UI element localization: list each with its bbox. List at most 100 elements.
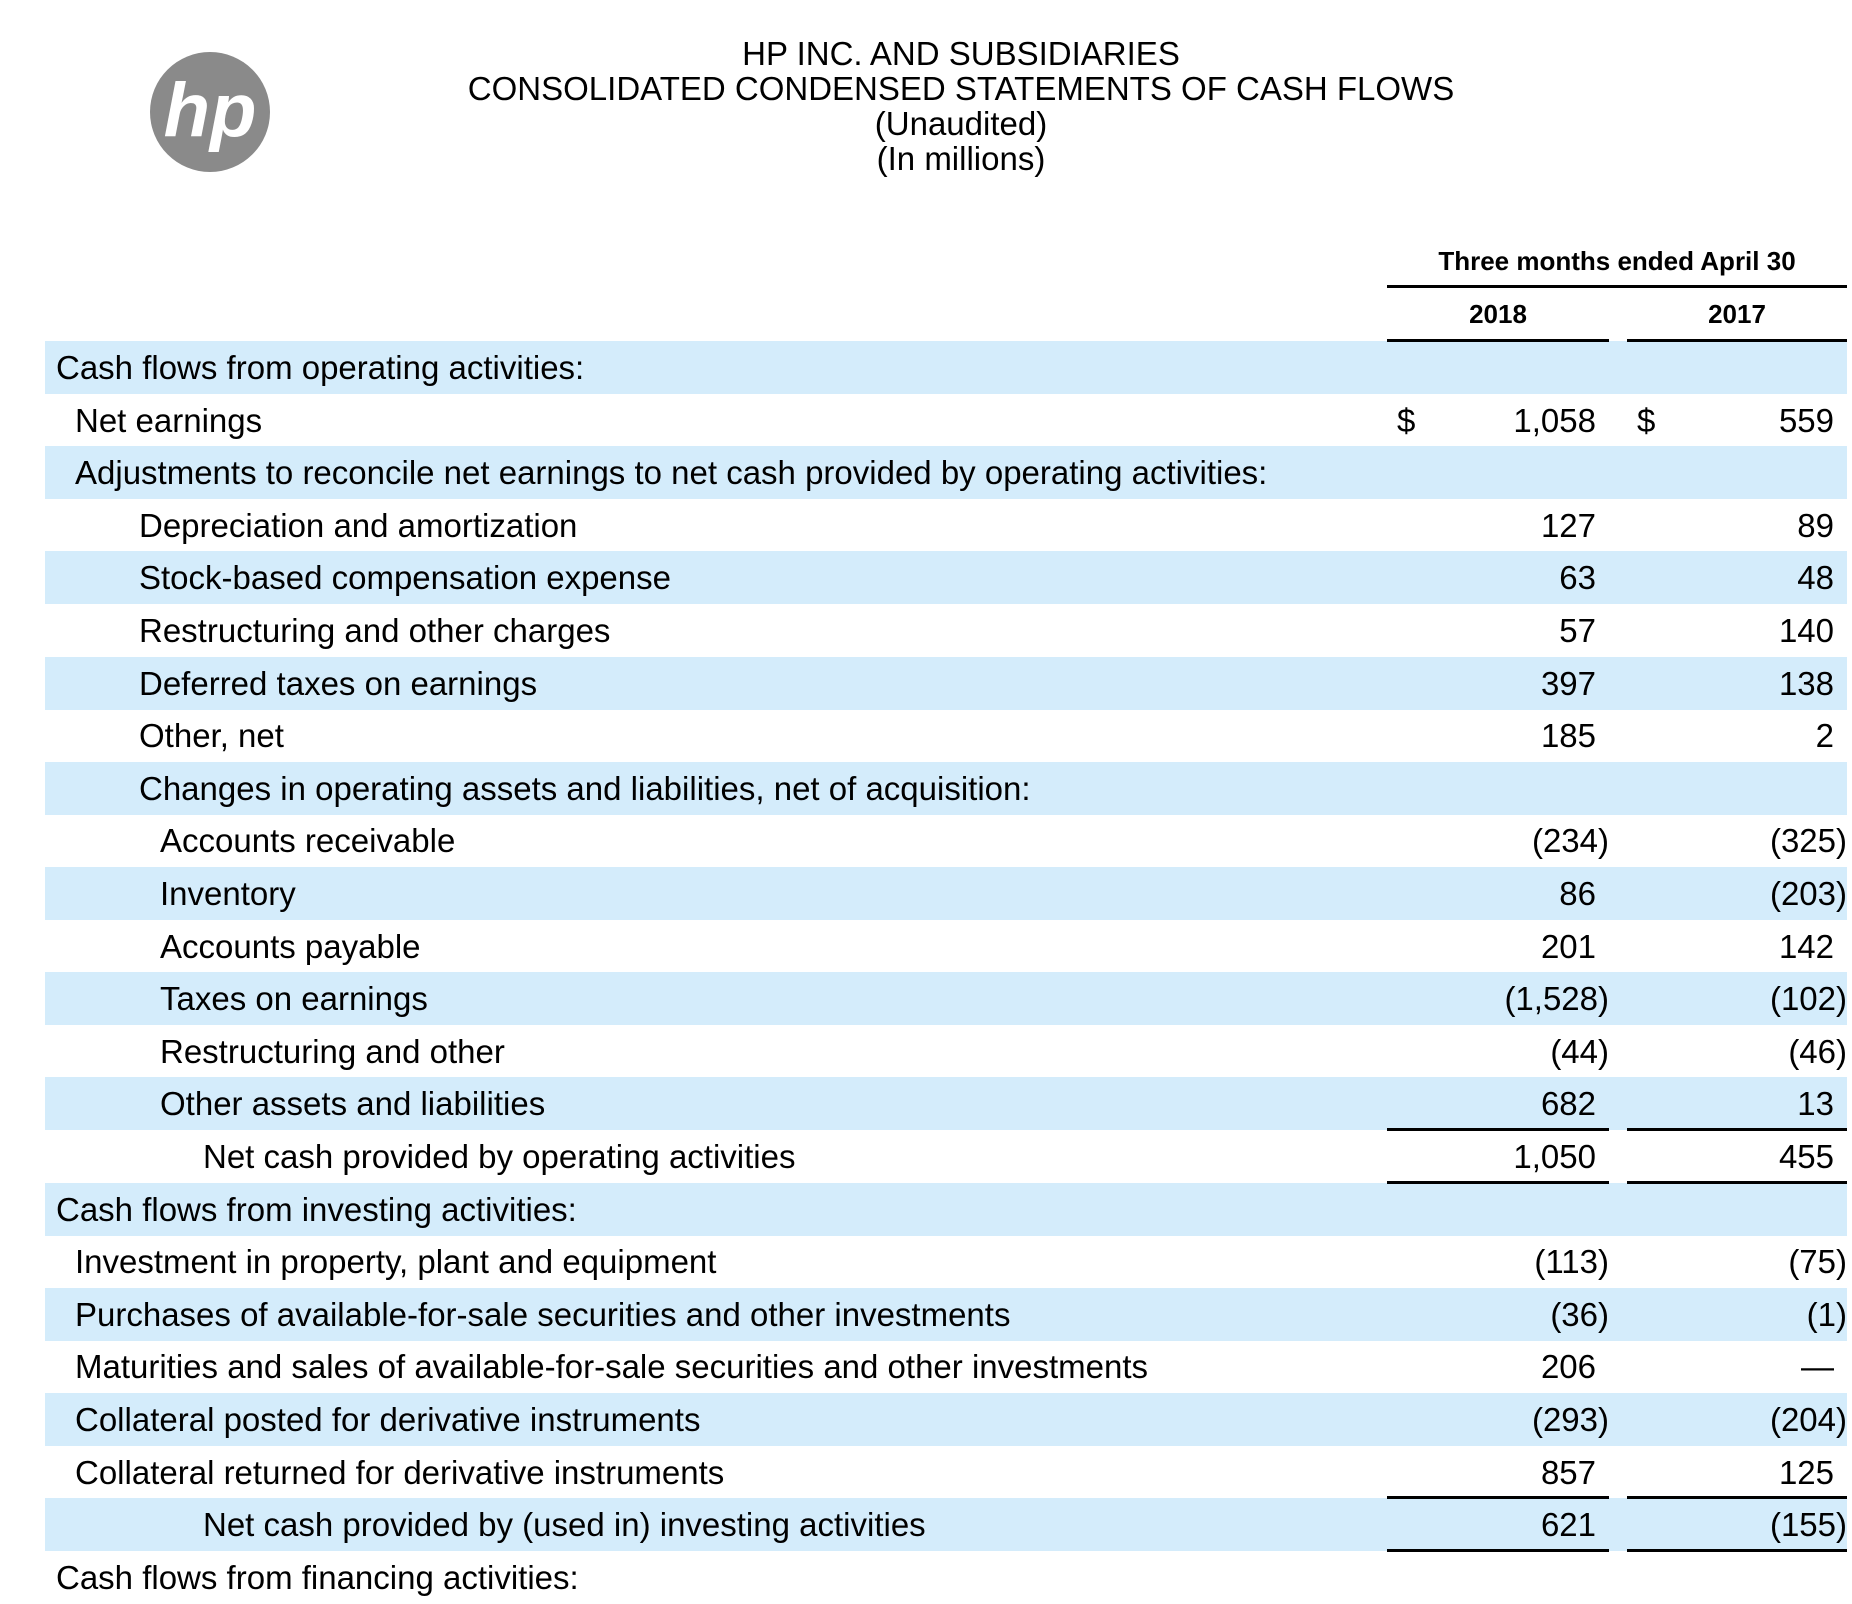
value: (46) — [1788, 1032, 1847, 1070]
table-row: Purchases of available-for-sale securiti… — [45, 1287, 1847, 1341]
rule — [1627, 1548, 1847, 1552]
currency: $ — [1637, 401, 1656, 439]
value: 127 — [1540, 506, 1596, 544]
table-row: Restructuring and other charges 57 140 — [45, 604, 1847, 657]
value: 48 — [1797, 559, 1834, 597]
rule — [1387, 1496, 1609, 1500]
value: — — [1801, 1348, 1834, 1386]
rule — [1387, 1180, 1609, 1184]
table-row: Net earnings 1,058 $559 $ — [45, 394, 1847, 447]
value: (234) — [1531, 822, 1609, 860]
value: 138 — [1778, 664, 1834, 702]
row-label: Collateral posted for derivative instrum… — [75, 1401, 701, 1438]
value: (325) — [1769, 822, 1847, 860]
table-row: Adjustments to reconcile net earnings to… — [45, 446, 1847, 500]
table-row: Collateral returned for derivative instr… — [45, 1446, 1847, 1499]
row-label: Depreciation and amortization — [139, 506, 578, 544]
value: (113) — [1534, 1243, 1609, 1281]
value: 63 — [1559, 559, 1596, 597]
row-label: Net cash provided by operating activitie… — [203, 1138, 796, 1175]
table-row: Net cash provided by (used in) investing… — [45, 1498, 1847, 1552]
value: (293) — [1531, 1401, 1609, 1438]
value: (1,528) — [1504, 980, 1609, 1018]
value: 682 — [1540, 1085, 1596, 1123]
table-row: Cash flows from investing activities: — [45, 1182, 1847, 1236]
table-row: Cash flows from financing activities: — [45, 1551, 1847, 1604]
table-row: Stock-based compensation expense 63 48 — [45, 551, 1847, 605]
rule — [1627, 1496, 1847, 1500]
subtitle: CONSOLIDATED CONDENSED STATEMENTS OF CAS… — [467, 70, 1455, 107]
table-row: Accounts payable 201 142 — [45, 920, 1847, 973]
value: 86 — [1559, 875, 1596, 912]
row-label: Restructuring and other — [160, 1032, 505, 1070]
table-row: Other, net 185 2 — [45, 709, 1847, 762]
table-row: Accounts receivable (234) (325) — [45, 814, 1847, 867]
table-row: Deferred taxes on earnings 397 138 — [45, 656, 1847, 710]
table-row: Net cash provided by operating activitie… — [45, 1130, 1847, 1183]
value: (36) — [1550, 1295, 1609, 1333]
row-label: Accounts payable — [160, 927, 421, 965]
row-label: Changes in operating assets and liabilit… — [139, 769, 1031, 807]
column-header: 2018 — [1469, 299, 1527, 329]
table-row: Maturities and sales of available-for-sa… — [45, 1340, 1847, 1393]
table-row: Changes in operating assets and liabilit… — [45, 761, 1847, 815]
row-label: Cash flows from investing activities: — [56, 1190, 577, 1228]
value: 1,058 — [1513, 401, 1596, 439]
value: (44) — [1550, 1032, 1609, 1070]
value: (155) — [1769, 1506, 1847, 1544]
column-header: 2017 — [1708, 299, 1766, 329]
rule — [1387, 1128, 1609, 1131]
row-label: Accounts receivable — [160, 822, 456, 860]
row-label: Other assets and liabilities — [160, 1085, 546, 1123]
table-row: Other assets and liabilities 682 13 — [45, 1077, 1847, 1131]
row-label: Purchases of available-for-sale securiti… — [75, 1295, 1011, 1333]
value: (1) — [1806, 1295, 1847, 1333]
value: 621 — [1540, 1506, 1596, 1544]
table-row: Inventory 86 (203) — [45, 867, 1847, 920]
value: 206 — [1540, 1348, 1596, 1386]
table-row: Depreciation and amortization 127 89 — [45, 499, 1847, 552]
value: 397 — [1540, 664, 1596, 702]
rule — [1387, 285, 1847, 288]
value: (102) — [1769, 980, 1847, 1018]
row-label: Cash flows from operating activities: — [56, 349, 585, 386]
value: 559 — [1778, 401, 1834, 439]
logo: hp — [150, 52, 270, 172]
value: 57 — [1559, 612, 1596, 649]
table-row: Investment in property, plant and equipm… — [45, 1235, 1847, 1288]
value: 125 — [1778, 1453, 1834, 1491]
row-label: Taxes on earnings — [160, 980, 428, 1018]
row-label: Cash flows from financing activities: — [56, 1558, 579, 1596]
value: 201 — [1540, 927, 1596, 965]
row-label: Inventory — [160, 875, 296, 912]
note: (Unaudited) — [874, 105, 1048, 142]
value: 140 — [1778, 612, 1834, 649]
rule — [1387, 339, 1609, 342]
title: HP INC. AND SUBSIDIARIES — [742, 35, 1180, 72]
row-label: Restructuring and other charges — [139, 612, 611, 649]
rule — [1627, 339, 1847, 342]
row-label: Adjustments to reconcile net earnings to… — [75, 454, 1268, 492]
page: hp HP INC. AND SUBSIDIARIES CONSOLIDATED… — [45, 35, 1847, 1596]
value: (203) — [1769, 875, 1847, 912]
value: 2 — [1815, 717, 1834, 755]
row-label: Collateral returned for derivative instr… — [75, 1453, 725, 1491]
row-label: Investment in property, plant and equipm… — [75, 1243, 717, 1281]
period-header: Three months ended April 30 — [1438, 246, 1796, 276]
row-label: Other, net — [139, 717, 284, 755]
logo-circle — [150, 52, 270, 172]
value: 455 — [1778, 1138, 1834, 1175]
value: (204) — [1769, 1401, 1847, 1438]
row-label: Net earnings — [75, 401, 263, 439]
value: 13 — [1797, 1085, 1834, 1123]
currency: $ — [1397, 401, 1416, 439]
table-row: Restructuring and other (44) (46) — [45, 1025, 1847, 1078]
rule — [1627, 1128, 1847, 1131]
rule — [1387, 1548, 1609, 1552]
logo-text: hp — [164, 68, 257, 153]
table-row: Taxes on earnings (1,528) (102) — [45, 972, 1847, 1026]
table-row: Collateral posted for derivative instrum… — [45, 1393, 1847, 1446]
value: 1,050 — [1513, 1138, 1596, 1175]
value: 185 — [1540, 717, 1596, 755]
value: 142 — [1778, 927, 1834, 965]
